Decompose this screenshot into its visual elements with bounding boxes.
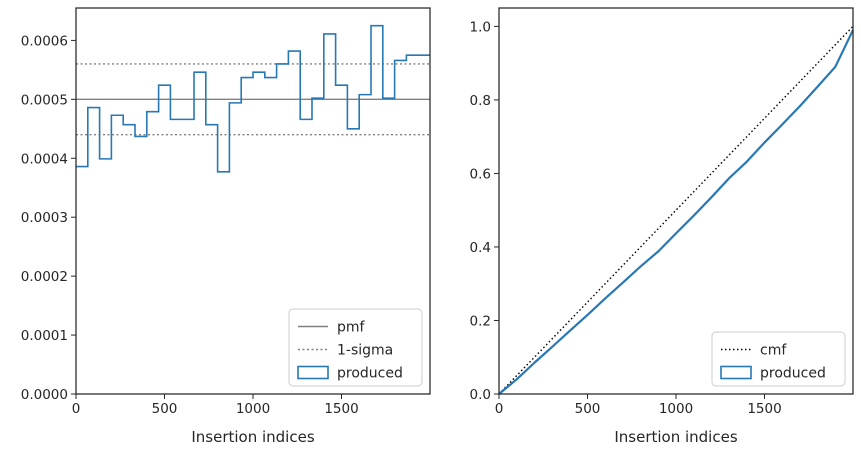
legend-label-cmf: cmf	[760, 343, 787, 359]
x-tick-label: 0	[72, 401, 81, 417]
legend	[711, 331, 846, 387]
legend-label-produced: produced	[337, 366, 403, 382]
y-tick-label: 0.0001	[21, 328, 68, 344]
y-tick-label: 0.8	[470, 93, 491, 109]
cumulative-panel: 0 500 1000 1500 0.0 0.2 0.4 0.6 0.8 1.0 Insertion …	[470, 7, 854, 446]
cmf-line	[498, 25, 854, 395]
x-tick-label: 500	[152, 401, 178, 417]
x-tick-label: 1000	[659, 401, 693, 417]
legend-label-sigma: 1-sigma	[337, 343, 393, 359]
y-tick-label: 0.0002	[21, 269, 68, 285]
y-tick-label: 0.0006	[21, 33, 68, 49]
y-tick-label: 0.0005	[21, 92, 68, 108]
x-axis-label: Insertion indices	[191, 428, 314, 446]
y-tick-label: 0.0004	[21, 151, 68, 167]
histogram-panel: 0 500 1000 1500 0.0000 0.0001 0.0002 0.0003 0.00…	[21, 7, 431, 446]
legend-swatch-produced	[720, 365, 752, 380]
x-tick-label: 500	[575, 401, 601, 417]
x-tick-label: 0	[495, 401, 504, 417]
y-tick-label: 0.2	[470, 313, 491, 329]
produced-histogram-step	[76, 24, 430, 173]
y-tick-label: 0.4	[470, 240, 491, 256]
x-axis-label: Insertion indices	[614, 428, 737, 446]
y-tick-label: 0.0	[470, 387, 491, 403]
produced-cumulative-line	[498, 29, 854, 395]
x-tick-label: 1500	[747, 401, 781, 417]
y-tick-label: 1.0	[470, 19, 491, 35]
y-tick-label: 0.0003	[21, 210, 68, 226]
legend-label-produced: produced	[760, 366, 826, 382]
x-tick-label: 1500	[324, 401, 358, 417]
legend-label-pmf: pmf	[337, 320, 366, 336]
y-tick-label: 0.0000	[21, 387, 68, 403]
legend-swatch-produced	[297, 365, 329, 380]
y-tick-label: 0.6	[470, 166, 491, 182]
x-tick-label: 1000	[236, 401, 270, 417]
